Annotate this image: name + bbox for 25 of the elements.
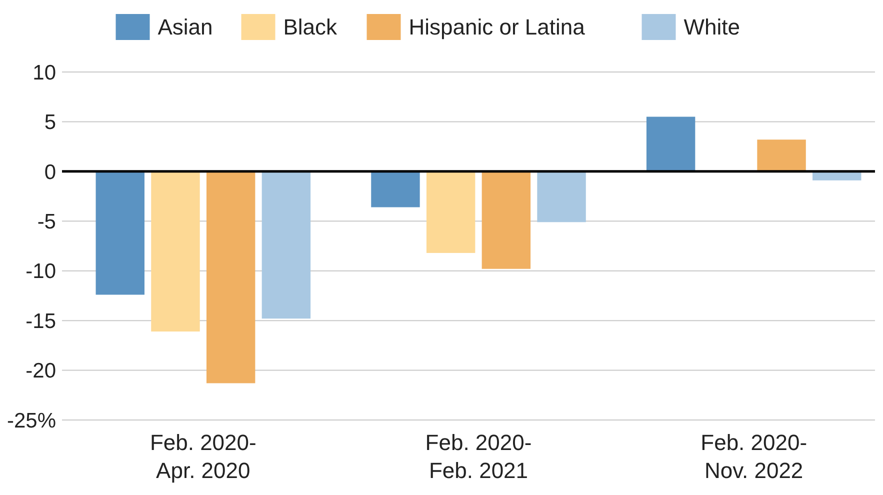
legend-label: Asian — [158, 14, 213, 40]
y-tick-label: 0 — [44, 160, 56, 184]
y-tick-label: -10 — [26, 260, 56, 284]
y-tick-label: -15 — [26, 310, 56, 333]
legend-label: White — [684, 14, 740, 40]
y-tick-label: -20 — [26, 360, 56, 383]
bar — [757, 140, 806, 172]
y-tick-label: -5 — [37, 210, 56, 234]
bar — [96, 171, 144, 295]
y-tick-label: 10 — [32, 61, 56, 84]
legend-label: Hispanic or Latina — [408, 14, 586, 40]
x-tick-label: Feb. 2020- Apr. 2020 — [150, 430, 256, 483]
bar — [371, 171, 420, 208]
x-tick-label: Feb. 2020- Feb. 2021 — [425, 430, 532, 483]
bar — [151, 171, 200, 332]
y-tick-label: 5 — [44, 111, 56, 134]
bar — [426, 171, 476, 253]
bar — [646, 116, 696, 172]
bar — [262, 171, 311, 319]
x-tick-label: Feb. 2020- Nov. 2022 — [700, 430, 808, 483]
y-tick-label: -25% — [6, 409, 56, 432]
bar — [537, 171, 586, 222]
legend-label: Black — [283, 14, 338, 40]
bar — [482, 171, 531, 269]
bar — [206, 171, 256, 384]
